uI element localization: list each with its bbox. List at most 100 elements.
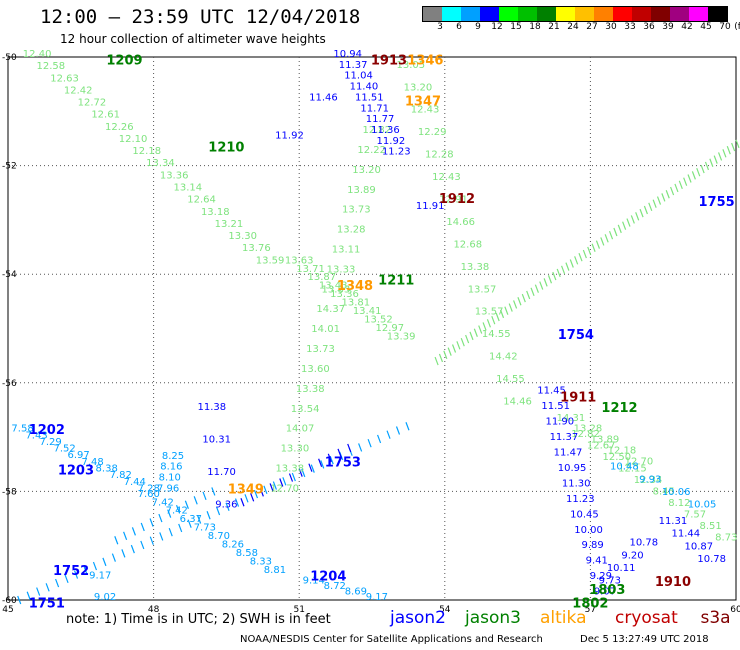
wave-height-value: 13.71 — [296, 264, 325, 275]
wave-height-value: 13.57 — [468, 284, 497, 295]
colorbar-label: 27 — [586, 22, 598, 32]
track-tick — [329, 455, 334, 465]
wave-height-value: 13.63 — [285, 255, 314, 266]
credit: NOAA/NESDIS Center for Satellite Applica… — [240, 634, 543, 645]
pass-time-label: 1751 — [29, 597, 65, 612]
pass-time-label: 1753 — [325, 456, 361, 471]
track-tick — [279, 478, 284, 487]
plot-frame — [7, 56, 737, 601]
track-tick — [301, 468, 306, 478]
wave-height-value: 7.60 — [138, 489, 160, 500]
wave-height-value: 8.58 — [236, 548, 258, 559]
track-tick — [630, 215, 635, 224]
wave-height-value: 13.36 — [330, 289, 359, 300]
y-tick-label: -50 — [2, 53, 17, 63]
wave-height-value: 7.29 — [39, 437, 61, 448]
pass-time-label: 1912 — [439, 192, 475, 207]
wave-height-value: 11.38 — [198, 402, 227, 413]
pass-time-label: 1911 — [560, 390, 596, 405]
wave-height-value: 13.76 — [242, 243, 271, 254]
wave-height-value: 13.57 — [475, 307, 504, 318]
pass-time-label: 1209 — [106, 54, 142, 69]
track-tick — [168, 527, 173, 537]
wave-height-value: 10.95 — [558, 463, 587, 474]
x-tick-label: 48 — [148, 605, 160, 615]
wave-height-value: 13.39 — [387, 331, 416, 342]
track-tick — [272, 481, 277, 490]
track-tick — [206, 511, 211, 520]
track-tick — [149, 536, 154, 545]
track-tick — [347, 443, 352, 453]
track-tick — [591, 243, 596, 252]
track-tick — [149, 518, 154, 527]
wave-height-value: 7.43 — [25, 430, 47, 441]
track-tick — [508, 303, 513, 312]
wave-height-value: 12.82 — [363, 125, 392, 136]
track-tick — [111, 553, 116, 562]
colorbar-swatch — [442, 7, 461, 21]
track-tick — [722, 149, 727, 158]
track-tick — [504, 306, 509, 315]
track-tick — [263, 485, 268, 495]
wave-height-value: 12.22 — [357, 145, 386, 156]
wave-height-value: 11.40 — [350, 82, 379, 93]
wave-height-value: 8.45 — [653, 486, 675, 497]
colorbar-label: 36 — [643, 22, 655, 32]
wave-height-value: 12.64 — [187, 195, 216, 206]
wave-height-value: 7.58 — [11, 424, 33, 435]
wave-height-value: 9.14 — [303, 576, 325, 587]
wave-height-value: 9.73 — [599, 576, 621, 587]
wave-height-value: 10.78 — [629, 538, 658, 549]
wave-height-value: 9.17 — [89, 570, 111, 581]
wave-height-value: 12.58 — [37, 61, 66, 72]
wave-height-value: 11.70 — [207, 467, 236, 478]
pass-time-label: 1204 — [310, 570, 346, 585]
colorbar-swatch — [670, 7, 689, 21]
track-tick — [187, 519, 192, 528]
wave-height-value: 7.57 — [684, 509, 706, 520]
colorbar-swatch — [708, 7, 727, 21]
colorbar-swatch — [613, 7, 632, 21]
track-tick — [308, 463, 313, 472]
pass-time-label: 1347 — [405, 94, 441, 109]
pass-time-label: 1913 — [371, 54, 407, 69]
colorbar-swatch — [594, 7, 613, 21]
track-tick — [648, 202, 653, 212]
legend-altika: altika — [540, 608, 587, 628]
track-tick — [604, 234, 609, 243]
wave-height-value: 8.81 — [264, 565, 286, 576]
colorbar-label: 6 — [456, 22, 462, 32]
pass-time-label: 1202 — [29, 423, 65, 438]
track-tick — [473, 328, 478, 337]
track-tick — [159, 532, 164, 541]
pass-time-label: 1349 — [228, 483, 264, 498]
track-tick — [234, 498, 240, 507]
track-tick — [534, 284, 539, 293]
track-tick — [320, 460, 325, 469]
wave-height-value: 12.50 — [603, 452, 632, 463]
wave-height-value: 11.51 — [541, 401, 570, 412]
colorbar-swatch — [575, 7, 594, 21]
wave-height-value: 12.70 — [625, 456, 654, 467]
wave-height-value: 11.71 — [360, 103, 389, 114]
x-tick-label: 54 — [439, 605, 451, 615]
wave-height-value: 8.51 — [700, 521, 722, 532]
wave-height-value: 8.72 — [324, 581, 346, 592]
track-tick — [184, 500, 189, 509]
track-tick — [55, 578, 60, 588]
colorbar-label: 30 — [605, 22, 617, 32]
wave-height-value: 13.11 — [332, 244, 361, 255]
pass-time-label: 1210 — [208, 141, 244, 156]
wave-height-value: 7.52 — [53, 444, 75, 455]
wave-height-value: 11.90 — [545, 417, 574, 428]
wave-height-value: 8.25 — [162, 451, 184, 462]
track-tick — [337, 448, 342, 458]
wave-height-value: 12.67 — [587, 441, 616, 452]
track-tick — [443, 350, 448, 359]
colorbar-label: 9 — [475, 22, 481, 32]
track-tick — [726, 145, 731, 155]
track-tick — [617, 224, 622, 234]
track-tick — [259, 488, 264, 497]
wave-height-value: 8.69 — [345, 587, 367, 598]
track-tick — [250, 493, 255, 502]
